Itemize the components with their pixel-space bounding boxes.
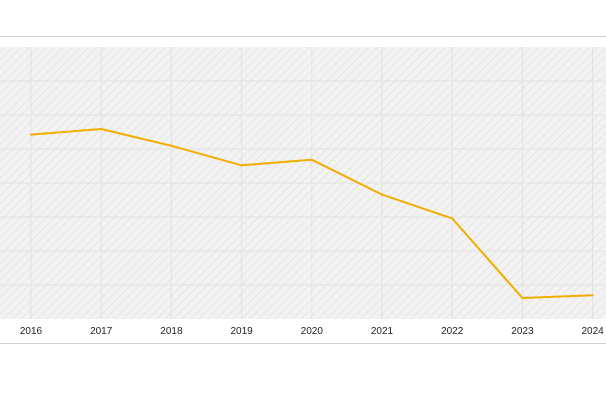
data-point-2020 — [310, 158, 313, 161]
x-tick-label: 2024 — [581, 326, 604, 337]
data-point-2018 — [170, 144, 173, 147]
x-tick-label: 2023 — [511, 326, 534, 337]
series-layer — [30, 128, 594, 299]
data-point-2017 — [100, 128, 103, 130]
grid-lines — [0, 47, 606, 319]
plot-area — [0, 47, 606, 319]
x-tick-label: 2020 — [301, 326, 324, 337]
data-point-2019 — [240, 164, 243, 167]
data-point-2023 — [521, 297, 524, 299]
x-tick-label: 2017 — [90, 326, 113, 337]
data-point-2021 — [381, 193, 383, 196]
x-tick-label: 2022 — [441, 326, 464, 337]
x-tick-label: 2019 — [230, 326, 253, 337]
data-point-2022 — [451, 217, 454, 220]
x-tick-label: 2021 — [371, 326, 394, 337]
data-point-2016 — [30, 133, 32, 136]
x-tick-label: 2016 — [20, 326, 43, 337]
x-axis: 2016 2017 2018 2019 2020 2021 2022 2023 2024 — [20, 326, 604, 337]
data-point-2024 — [591, 294, 594, 297]
x-tick-label: 2018 — [160, 326, 183, 337]
